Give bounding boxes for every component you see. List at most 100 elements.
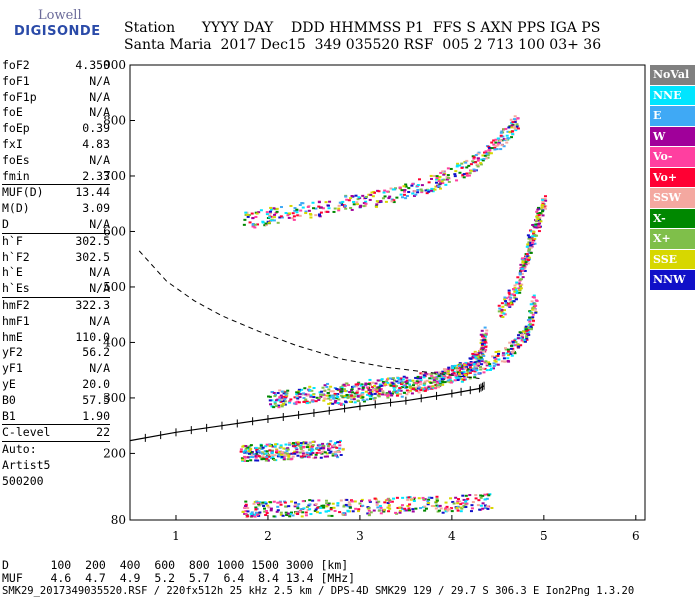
echo-point [254,452,258,455]
echo-point [442,368,446,371]
echo-point [338,441,342,444]
echo-point [393,389,397,392]
legend-item: NoVal [650,65,695,85]
echo-point [418,383,422,386]
echo-point [516,334,520,337]
echo-point [258,511,262,514]
echo-point [509,352,513,355]
echo-point [528,239,532,242]
echo-point [511,121,515,124]
echo-point [270,208,274,211]
echo-point [351,385,355,388]
echo-point [311,445,315,448]
echo-point [477,372,481,375]
echo-point [273,445,277,448]
echo-point [284,511,288,514]
echo-point [457,365,461,368]
echo-point [530,317,534,320]
param-row: B0 57.5 [2,393,110,409]
echo-point [294,403,298,406]
echo-point [408,503,412,506]
echo-point [456,502,460,505]
echo-point [414,507,418,510]
echo-point [372,191,376,194]
echo-point [439,171,443,174]
echo-point [282,403,286,406]
echo-point [509,344,513,347]
echo-point [460,366,464,369]
echo-point [384,393,388,396]
echo-point [298,203,302,206]
echo-point [255,448,259,451]
echo-point [395,380,399,383]
echo-point [510,136,514,139]
echo-point [438,371,442,374]
echo-point [326,455,330,458]
echo-point [479,162,483,165]
echo-point [314,207,318,210]
echo-point [307,448,311,451]
echo-point [435,495,439,498]
echo-point [240,457,244,460]
echo-point [492,365,496,368]
echo-point [282,395,286,398]
echo-point [296,441,300,444]
echo-point [455,508,459,511]
echo-point [380,378,384,381]
echo-point [535,226,539,229]
echo-point [534,311,538,314]
echo-point [527,326,531,329]
echo-point [499,314,503,317]
echo-point [350,397,354,400]
echo-point [411,510,415,513]
echo-point [517,287,521,290]
echo-point [308,389,312,392]
echo-point [446,370,450,373]
echo-point [373,389,377,392]
param-value: N/A [89,313,110,328]
param-key: foF1p [2,89,37,104]
echo-point [326,204,330,207]
echo-point [301,511,305,514]
echo-point [484,150,488,153]
echo-point [317,499,321,502]
echo-point [308,499,312,502]
echo-point [531,296,535,299]
echo-point [451,369,455,372]
dashed-profile-line [138,250,480,380]
echo-point [321,207,325,210]
echo-point [527,249,531,252]
echo-point [295,448,299,451]
echo-point [480,343,484,346]
echo-point [408,389,412,392]
echo-point [332,210,336,213]
echo-point [477,151,481,154]
param-key: foF1 [2,73,30,88]
echo-point [476,504,480,507]
echo-point [459,506,463,509]
echo-point [428,377,432,380]
echo-point [265,512,269,515]
echo-point [262,457,266,460]
echo-point [480,363,484,366]
echo-point [515,125,519,128]
echo-point [304,442,308,445]
echo-point [323,455,327,458]
echo-point [294,447,298,450]
echo-point [509,302,513,305]
echo-point [380,384,384,387]
echo-point [323,384,327,387]
echo-point [456,162,460,165]
footer-info: SMK29_2017349035520.RSF / 220fx512h 25 k… [2,585,635,597]
echo-point [328,451,332,454]
param-value: N/A [89,265,110,280]
echo-point [453,364,457,367]
echo-point [353,401,357,404]
legend-item: Vo+ [650,167,695,187]
echo-point [524,263,528,266]
echo-point [325,394,329,397]
echo-point [265,443,269,446]
echo-point [338,439,342,442]
echo-point [332,506,336,509]
echo-point [351,391,355,394]
